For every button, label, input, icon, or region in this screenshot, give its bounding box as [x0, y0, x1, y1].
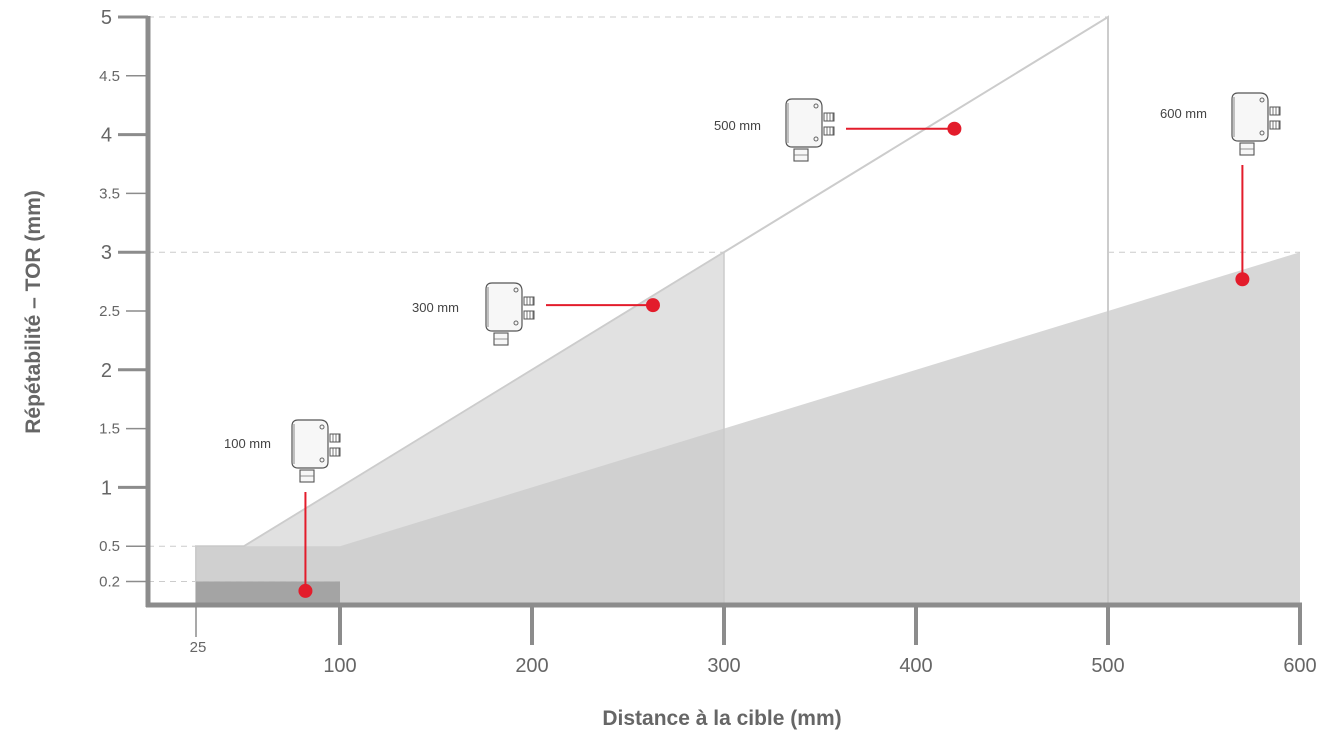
callout-300mm: 300 mm — [412, 282, 660, 346]
y-tick-label: 0.5 — [99, 538, 120, 555]
y-tick-label: 2 — [101, 360, 112, 382]
marker-dot — [645, 298, 660, 313]
sensor-icon — [291, 419, 341, 483]
x-tick-label: 25 — [190, 639, 207, 656]
y-tick-label: 5 — [101, 7, 112, 29]
callout-label: 300 mm — [412, 300, 459, 315]
x-tick-label: 400 — [899, 655, 932, 677]
x-axis-title: Distance à la cible (mm) — [602, 707, 841, 730]
callout-100mm: 100 mm — [224, 419, 341, 598]
sensor-icon — [1231, 92, 1281, 156]
callout-label: 100 mm — [224, 436, 271, 451]
x-tick-label: 300 — [707, 655, 740, 677]
area-600mm — [196, 252, 1300, 605]
y-tick-label: 2.5 — [99, 303, 120, 320]
callout-label: 600 mm — [1160, 106, 1207, 121]
y-tick-label: 0.2 — [99, 573, 120, 590]
sensor-icon — [485, 282, 535, 346]
callout-500mm: 500 mm — [714, 98, 962, 162]
x-tick-label: 600 — [1283, 655, 1316, 677]
y-tick-label: 4 — [101, 125, 112, 147]
callout-600mm: 600 mm — [1160, 92, 1281, 287]
x-tick-label: 500 — [1091, 655, 1124, 677]
y-tick-label: 3 — [101, 242, 112, 264]
y-tick-label: 3.5 — [99, 185, 120, 202]
callout-label: 500 mm — [714, 118, 761, 133]
marker-dot — [947, 121, 962, 136]
marker-dot — [298, 583, 313, 598]
y-tick-label: 1 — [101, 477, 112, 499]
sensor-callouts: 100 mm 300 mm 500 mm 600 mm — [224, 92, 1281, 598]
y-ticks: 0.2 0.5 1 1.5 2 2.5 3 3.5 4 4.5 5 — [99, 7, 148, 590]
x-tick-label: 100 — [323, 655, 356, 677]
y-axis-title: Répétabilité – TOR (mm) — [22, 190, 45, 434]
y-tick-label: 1.5 — [99, 421, 120, 438]
marker-dot — [1235, 272, 1250, 287]
series-areas — [195, 15, 1300, 606]
x-ticks: 25 100 200 300 400 500 600 — [190, 605, 1317, 677]
sensor-icon — [785, 98, 835, 162]
y-tick-label: 4.5 — [99, 68, 120, 85]
area-100mm — [196, 581, 340, 605]
x-tick-label: 200 — [515, 655, 548, 677]
